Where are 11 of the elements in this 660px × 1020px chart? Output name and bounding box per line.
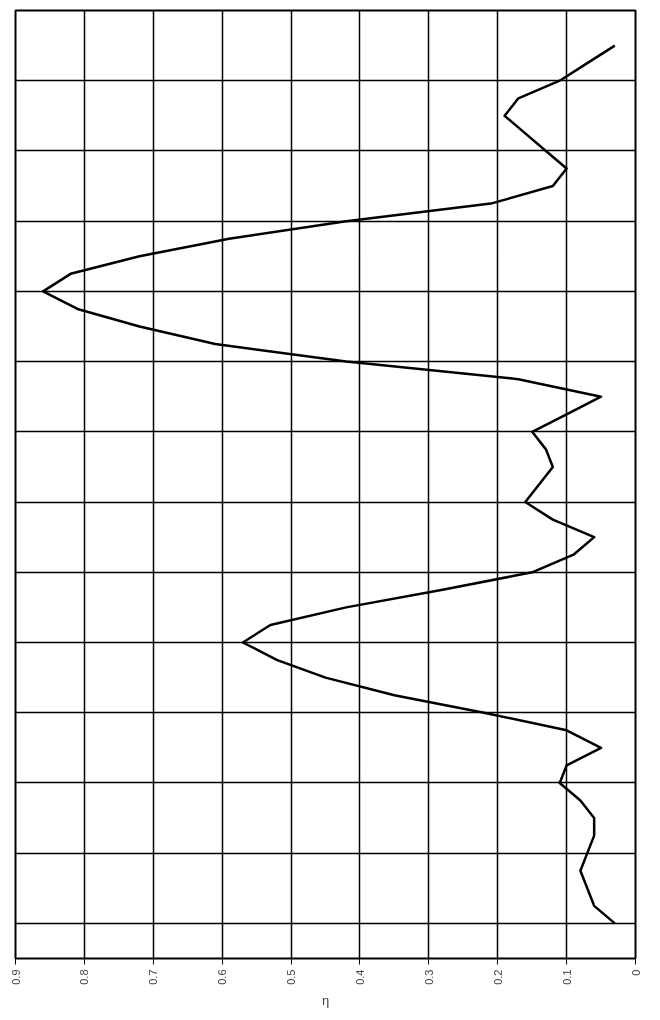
x-tick-label: 0.2	[491, 969, 504, 985]
x-tick-label: 0.8	[78, 969, 91, 985]
x-tick-label: 0.3	[422, 969, 435, 985]
x-tick-label: 0.6	[216, 969, 229, 985]
x-tick-label: 0.5	[285, 969, 298, 985]
x-axis-title: η	[321, 992, 330, 1008]
x-tick-label: 0.9	[9, 969, 22, 985]
x-tick-label: 0.4	[353, 969, 366, 985]
x-tick-label: 0.1	[560, 969, 573, 985]
x-tick-label: 0.7	[147, 969, 160, 985]
x-tick-label: 0	[629, 969, 642, 976]
